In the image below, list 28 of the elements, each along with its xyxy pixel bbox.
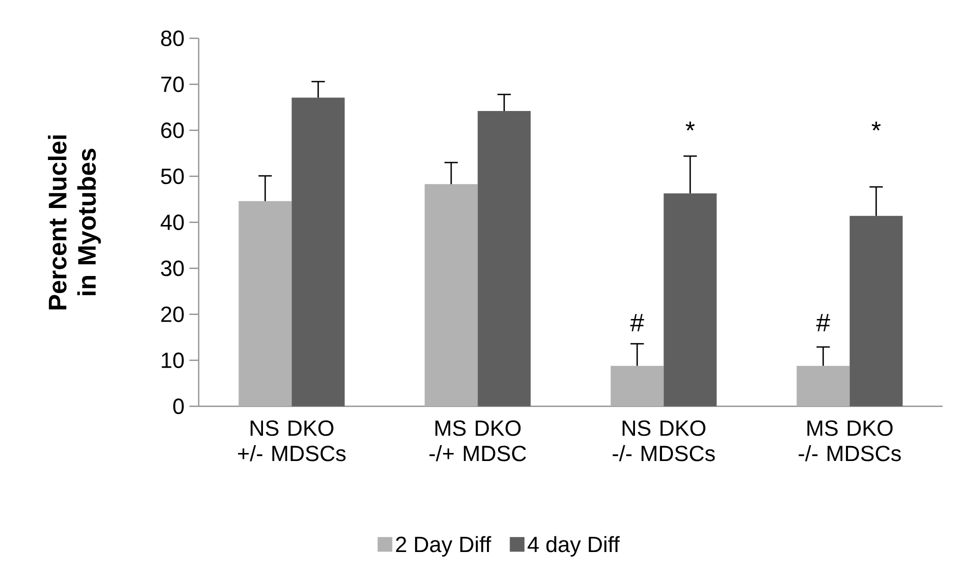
- bar: [292, 98, 345, 406]
- legend-label: 4 day Diff: [528, 536, 620, 557]
- annotation: *: [686, 122, 695, 131]
- y-tick-label: 0: [173, 398, 184, 414]
- x-tick-label: NS DKO -/- MDSCs: [612, 420, 715, 462]
- y-tick-label: 30: [160, 260, 184, 276]
- bar: [610, 366, 664, 406]
- y-tick-label: 10: [162, 352, 184, 368]
- annotation: *: [872, 122, 881, 131]
- x-tick-label: MS DKO -/- MDSCs: [798, 420, 901, 462]
- y-tick-label: 80: [161, 30, 184, 46]
- x-tick-label: MS DKO -/+ MDSC: [429, 420, 526, 462]
- legend-label: 2 Day Diff: [396, 536, 492, 557]
- y-tick-label: 60: [161, 122, 184, 138]
- bar: [796, 366, 850, 406]
- y-tick-label: 40: [160, 214, 184, 230]
- bar: [424, 184, 478, 406]
- x-tick-label: NS DKO +/- MDSCs: [238, 420, 346, 462]
- y-tick-label: 70: [161, 76, 184, 92]
- y-axis-title: Percent Nuclei in Myotubes: [48, 135, 101, 310]
- bar: [478, 111, 531, 406]
- annotation: #: [630, 314, 644, 332]
- bar: [850, 216, 903, 406]
- bar: [238, 201, 292, 406]
- bar: [664, 193, 717, 406]
- y-tick-label: 50: [161, 168, 184, 184]
- y-tick-label: 20: [161, 306, 184, 322]
- annotation: #: [816, 314, 830, 332]
